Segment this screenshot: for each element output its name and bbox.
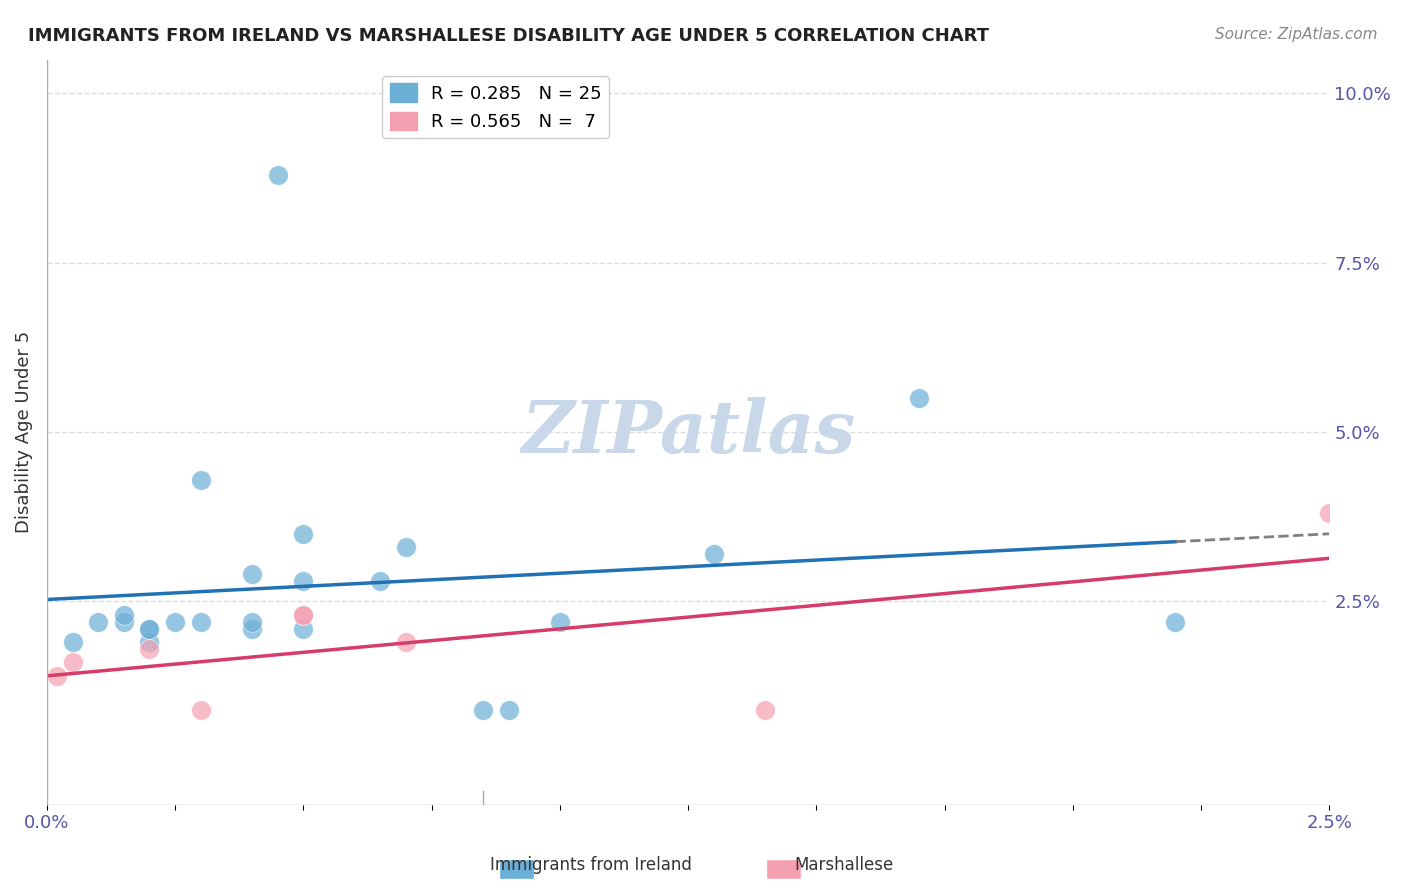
Point xyxy=(46,669,69,683)
Point xyxy=(471,703,494,717)
Point xyxy=(190,615,212,629)
Point xyxy=(1319,507,1341,521)
Point xyxy=(370,574,392,589)
Point xyxy=(112,615,135,629)
Point xyxy=(138,622,160,636)
Point xyxy=(112,607,135,622)
Point xyxy=(395,541,418,555)
Point xyxy=(498,703,520,717)
Text: IMMIGRANTS FROM IRELAND VS MARSHALLESE DISABILITY AGE UNDER 5 CORRELATION CHART: IMMIGRANTS FROM IRELAND VS MARSHALLESE D… xyxy=(28,27,988,45)
Point xyxy=(240,567,263,582)
Point xyxy=(267,168,290,182)
Point xyxy=(754,703,776,717)
Point xyxy=(138,641,160,656)
Y-axis label: Disability Age Under 5: Disability Age Under 5 xyxy=(15,331,32,533)
Text: Marshallese: Marshallese xyxy=(794,856,893,874)
Point xyxy=(292,574,315,589)
Text: Source: ZipAtlas.com: Source: ZipAtlas.com xyxy=(1215,27,1378,42)
Point xyxy=(190,473,212,487)
Point xyxy=(292,607,315,622)
Point xyxy=(138,635,160,649)
Point xyxy=(548,615,571,629)
Point xyxy=(292,526,315,541)
Point xyxy=(292,622,315,636)
Point xyxy=(1164,615,1187,629)
Point xyxy=(62,656,84,670)
Point xyxy=(908,391,931,405)
Point xyxy=(240,615,263,629)
Point xyxy=(292,607,315,622)
Point xyxy=(87,615,110,629)
Point xyxy=(190,703,212,717)
Point xyxy=(165,615,187,629)
Point xyxy=(703,547,725,561)
Point xyxy=(240,622,263,636)
Text: Immigrants from Ireland: Immigrants from Ireland xyxy=(489,856,692,874)
Point xyxy=(395,635,418,649)
Point xyxy=(138,622,160,636)
Legend: R = 0.285   N = 25, R = 0.565   N =  7: R = 0.285 N = 25, R = 0.565 N = 7 xyxy=(382,76,609,138)
Text: ZIPatlas: ZIPatlas xyxy=(522,397,855,467)
Point xyxy=(62,635,84,649)
